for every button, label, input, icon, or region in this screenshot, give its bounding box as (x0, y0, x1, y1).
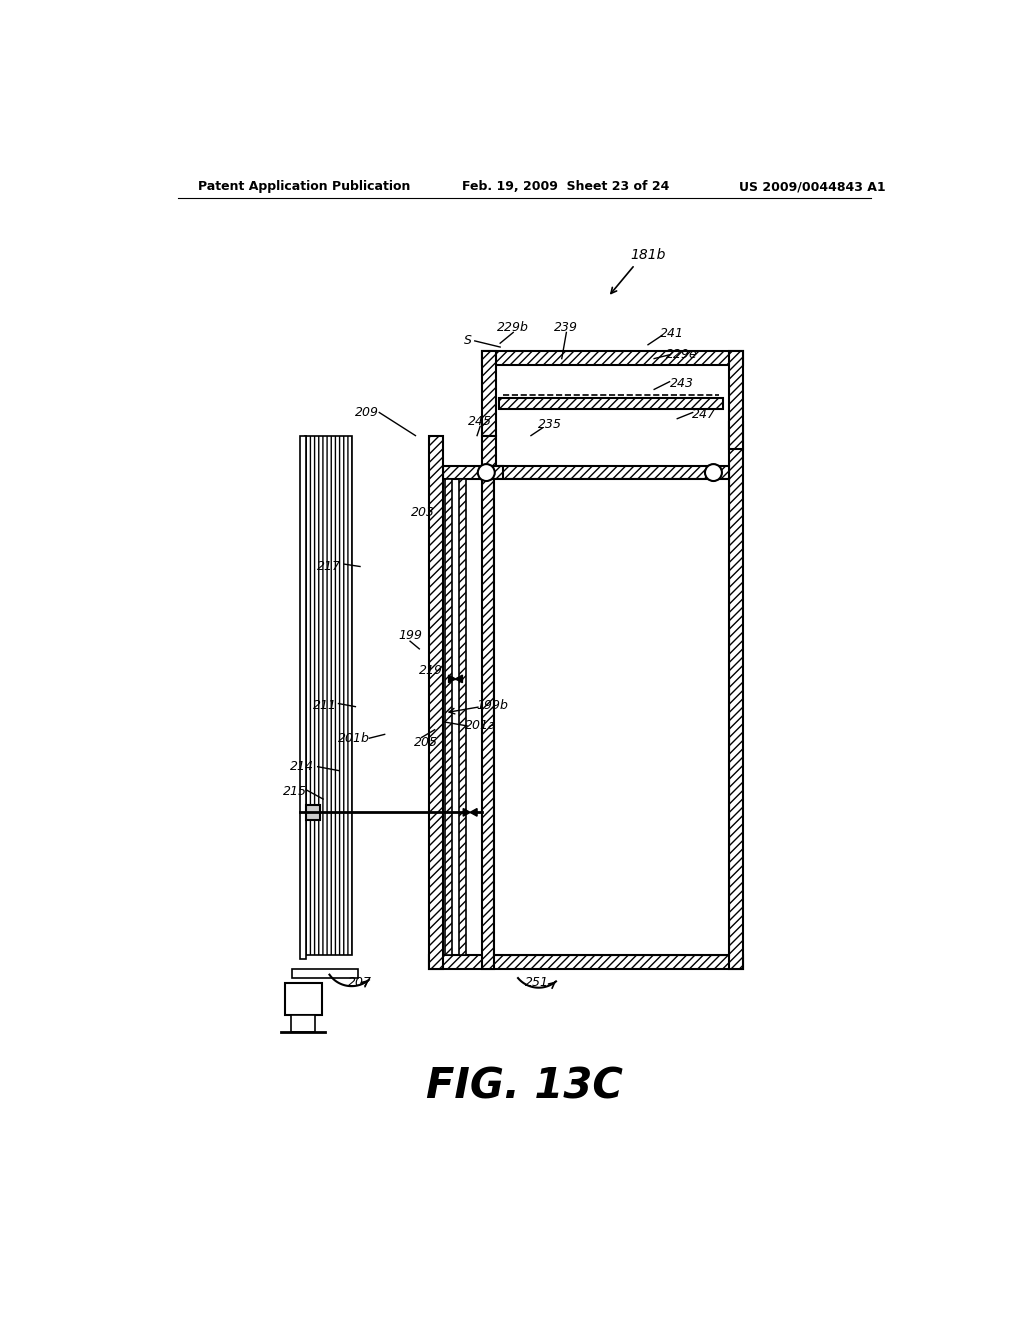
Text: 239: 239 (554, 321, 579, 334)
Bar (729, 422, 742, 969)
Polygon shape (463, 809, 470, 816)
Text: 214: 214 (290, 760, 314, 774)
Bar (443, 466, 503, 479)
Text: 251: 251 (525, 975, 549, 989)
Text: 209: 209 (355, 407, 379, 418)
Text: Patent Application Publication: Patent Application Publication (199, 181, 411, 194)
Polygon shape (456, 675, 463, 682)
Bar (496, 466, 729, 479)
Text: 229b: 229b (498, 321, 529, 334)
Bar (459, 479, 466, 956)
Text: Feb. 19, 2009  Sheet 23 of 24: Feb. 19, 2009 Sheet 23 of 24 (462, 181, 669, 194)
Text: 215: 215 (283, 785, 306, 797)
Text: 247: 247 (692, 408, 716, 421)
Text: 207: 207 (348, 975, 372, 989)
Polygon shape (449, 675, 456, 682)
Text: 205: 205 (414, 735, 437, 748)
Bar (429, 436, 443, 969)
Bar (429, 956, 742, 969)
Text: 201a: 201a (465, 719, 497, 733)
Bar (481, 436, 496, 479)
Text: 241: 241 (659, 326, 684, 339)
Text: 243: 243 (670, 376, 694, 389)
Bar (481, 466, 494, 969)
Bar (481, 351, 496, 436)
Bar (305, 436, 351, 956)
Text: 203: 203 (412, 506, 435, 519)
Bar (285, 983, 322, 1015)
Text: 229e: 229e (666, 348, 697, 362)
Text: 211: 211 (312, 698, 337, 711)
Text: 235: 235 (539, 417, 562, 430)
Bar (500, 397, 723, 409)
Text: 181b: 181b (631, 248, 666, 261)
Bar (291, 1015, 315, 1032)
Circle shape (478, 465, 495, 480)
Text: 217: 217 (317, 560, 341, 573)
Text: 245: 245 (468, 416, 493, 428)
Circle shape (705, 465, 722, 480)
Bar (306, 805, 319, 820)
Text: S: S (464, 334, 472, 347)
Polygon shape (470, 809, 477, 816)
Bar (481, 351, 742, 364)
Bar (729, 351, 742, 449)
Bar (444, 479, 453, 956)
Text: 219: 219 (419, 664, 442, 677)
Text: 199b: 199b (476, 698, 508, 711)
Text: 199: 199 (398, 630, 422, 643)
Bar (300, 436, 306, 960)
Bar (494, 479, 729, 956)
Text: 201b: 201b (338, 731, 370, 744)
Text: US 2009/0044843 A1: US 2009/0044843 A1 (739, 181, 886, 194)
Bar (292, 969, 357, 978)
Text: FIG. 13C: FIG. 13C (426, 1065, 624, 1107)
